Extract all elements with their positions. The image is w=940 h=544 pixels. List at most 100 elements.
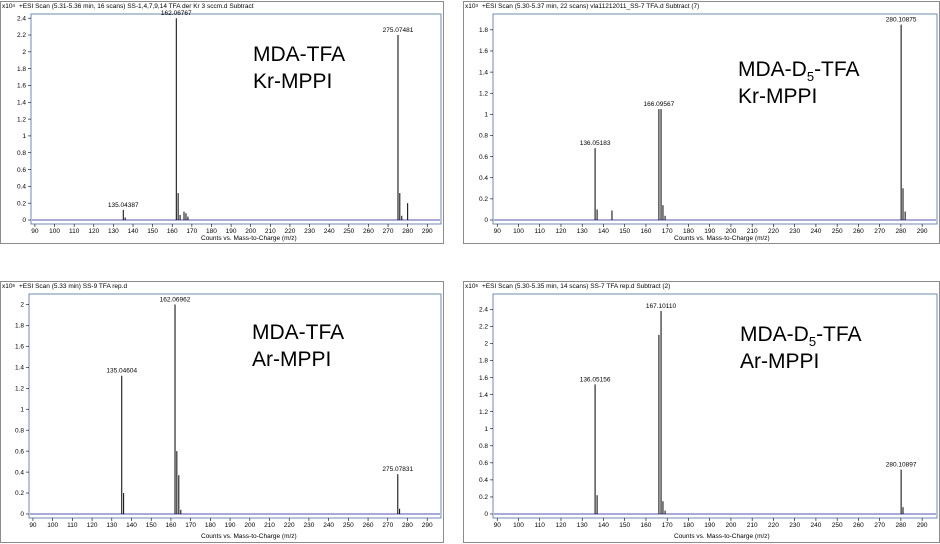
y-tick-label: 2 <box>484 341 488 348</box>
y-tick-label: 1.2 <box>479 409 488 416</box>
x-tick-label: 270 <box>874 522 885 529</box>
spectrum-plot: 0 0.2 0.4 0.6 0.8 1 1.2 1.4 1.6 1.8 90 100 110 120 130… <box>479 13 938 235</box>
peak-label: 280.10897 <box>886 462 917 469</box>
x-tick-label: 140 <box>126 522 137 529</box>
x-tick-label: 210 <box>264 522 275 529</box>
x-tick-label: 230 <box>304 228 315 235</box>
x-tick-label: 270 <box>383 228 394 235</box>
x-tick-label: 240 <box>324 228 335 235</box>
y-tick-label: 1.4 <box>17 99 26 106</box>
y-tick-label: 1.4 <box>15 365 24 372</box>
y-tick-label: 1.4 <box>479 69 488 76</box>
x-tick-label: 190 <box>225 522 236 529</box>
y-tick-label: 2 <box>22 49 26 56</box>
peak-label: 166.09567 <box>644 101 675 108</box>
y-tick-label: 0.2 <box>479 196 488 203</box>
x-tick-label: 150 <box>619 522 630 529</box>
x-tick-label: 130 <box>577 228 588 235</box>
x-tick-label: 290 <box>422 228 433 235</box>
x-tick-label: 160 <box>166 522 177 529</box>
y-tick-label: 0.8 <box>15 427 24 434</box>
y-tick-label: 0.4 <box>479 175 488 182</box>
x-tick-label: 160 <box>167 228 178 235</box>
x-tick-label: 240 <box>323 522 334 529</box>
y-tick-label: 0.4 <box>479 477 488 484</box>
y-tick-label: 0.8 <box>17 150 26 157</box>
sample-label: MDA-D5-TFA Kr-MPPI <box>738 56 860 110</box>
x-tick-label: 290 <box>917 522 928 529</box>
y-tick-label: 1.6 <box>17 83 26 90</box>
x-tick-label: 230 <box>789 522 800 529</box>
peak-label: 275.07481 <box>383 27 414 34</box>
y-tick-label: 0.2 <box>479 494 488 501</box>
x-tick-label: 150 <box>147 228 158 235</box>
x-tick-label: 120 <box>556 228 567 235</box>
sample-label-line2: Ar-MPPI <box>740 350 820 373</box>
x-tick-label: 220 <box>768 522 779 529</box>
x-tick-label: 190 <box>704 522 715 529</box>
x-tick-label: 90 <box>29 522 37 529</box>
x-tick-label: 190 <box>704 228 715 235</box>
x-tick-label: 280 <box>895 228 906 235</box>
x-tick-label: 170 <box>186 228 197 235</box>
x-tick-label: 250 <box>343 228 354 235</box>
sample-label-line1: MDA-TFA <box>253 43 346 66</box>
x-tick-label: 100 <box>49 228 60 235</box>
y-tick-label: 0.2 <box>17 200 26 207</box>
x-tick-label: 260 <box>363 522 374 529</box>
sample-label-line2: Ar-MPPI <box>252 348 332 371</box>
y-tick-label: 1.4 <box>479 392 488 399</box>
y-tick-label: 0.6 <box>17 167 26 174</box>
x-tick-label: 220 <box>285 228 296 235</box>
x-tick-label: 260 <box>363 228 374 235</box>
x-tick-label: 90 <box>494 228 502 235</box>
peak-label: 135.04387 <box>108 202 139 209</box>
scan-header: x105 +ESI Scan (5.33 min) SS-9 TFA rep.d <box>2 283 128 290</box>
x-tick-label: 290 <box>422 522 433 529</box>
scan-header: x103 +ESI Scan (5.30-5.37 min, 22 scans) … <box>465 3 700 10</box>
x-tick-label: 210 <box>747 522 758 529</box>
peak-label: 275.07831 <box>382 466 413 473</box>
y-tick-label: 1.8 <box>17 66 26 73</box>
x-axis-label: Counts vs. Mass-to-Charge (m/z) <box>674 533 770 540</box>
x-tick-label: 200 <box>244 522 255 529</box>
scan-header: x105 +ESI Scan (5.30-5.35 min, 14 scans) … <box>465 283 671 290</box>
x-tick-label: 140 <box>598 228 609 235</box>
x-tick-label: 230 <box>789 228 800 235</box>
x-tick-label: 90 <box>494 522 502 529</box>
spectrum-panel-2: x103 +ESI Scan (5.30-5.37 min, 22 scans) … <box>463 1 940 244</box>
plot-frame <box>28 293 442 519</box>
x-tick-label: 170 <box>185 522 196 529</box>
x-tick-label: 130 <box>108 228 119 235</box>
x-tick-label: 270 <box>874 228 885 235</box>
sample-label-line2: Kr-MPPI <box>253 70 333 93</box>
peak-label: 135.04604 <box>106 368 137 375</box>
y-tick-label: 1.6 <box>15 344 24 351</box>
x-tick-label: 250 <box>832 228 843 235</box>
x-tick-label: 280 <box>402 228 413 235</box>
peak-label: 162.06767 <box>161 10 192 17</box>
x-tick-label: 280 <box>402 522 413 529</box>
x-tick-label: 100 <box>513 522 524 529</box>
sample-label-line1: MDA-D5-TFA <box>738 58 860 85</box>
y-tick-label: 0 <box>20 511 24 518</box>
x-tick-label: 200 <box>726 228 737 235</box>
x-tick-label: 260 <box>853 522 864 529</box>
sample-label: MDA-TFA Kr-MPPI <box>253 41 345 95</box>
x-tick-label: 240 <box>810 228 821 235</box>
sample-label-line1: MDA-D5-TFA <box>740 323 862 350</box>
sample-label-line2: Kr-MPPI <box>738 85 818 108</box>
x-tick-label: 100 <box>47 522 58 529</box>
spectrum-plot: 0 0.2 0.4 0.6 0.8 1 1.2 1.4 1.6 1.8 2 2.2 2.4 90 100 11… <box>17 10 442 235</box>
spectrum-panel-3: x105 +ESI Scan (5.33 min) SS-9 TFA rep.d … <box>0 281 444 543</box>
y-tick-label: 2.4 <box>17 15 26 22</box>
y-tick-label: 1.8 <box>15 323 24 330</box>
y-tick-label: 1.6 <box>479 48 488 55</box>
y-tick-label: 2 <box>20 302 24 309</box>
plot-frame <box>492 293 938 519</box>
x-tick-label: 290 <box>917 228 928 235</box>
y-tick-label: 1 <box>20 406 24 413</box>
x-tick-label: 90 <box>31 228 39 235</box>
peak-label: 280.10875 <box>886 17 917 24</box>
peak-label: 136.05183 <box>580 140 611 147</box>
